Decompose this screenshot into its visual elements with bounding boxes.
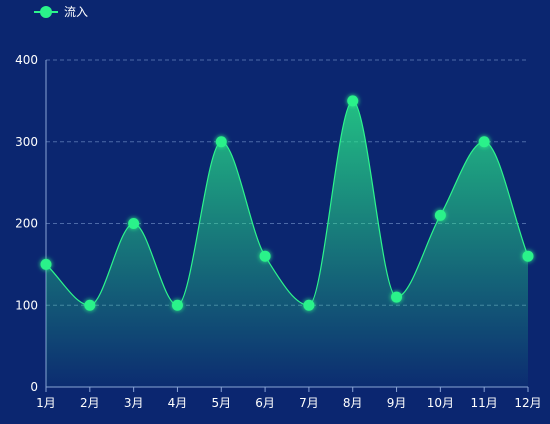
- data-point[interactable]: [259, 250, 271, 262]
- x-tick-label: 10月: [427, 396, 454, 410]
- data-point[interactable]: [40, 258, 52, 270]
- data-point[interactable]: [128, 218, 140, 229]
- x-tick-label: 9月: [387, 396, 407, 410]
- legend[interactable]: 流入: [34, 5, 88, 19]
- x-tick-label: 6月: [255, 396, 275, 410]
- x-tick-label: 11月: [471, 396, 498, 410]
- data-point[interactable]: [347, 95, 359, 107]
- x-tick-label: 2月: [80, 396, 100, 410]
- x-tick-label: 8月: [343, 396, 363, 410]
- x-tick-label: 12月: [514, 396, 541, 410]
- data-point[interactable]: [434, 209, 446, 221]
- x-tick-label: 5月: [211, 396, 231, 410]
- data-point[interactable]: [478, 136, 490, 148]
- y-tick-label: 400: [15, 53, 38, 67]
- legend-marker-swatch: [40, 6, 52, 18]
- data-point[interactable]: [391, 291, 403, 303]
- x-tick-label: 7月: [299, 396, 319, 410]
- series-area-fill: [46, 100, 528, 387]
- y-tick-label: 300: [15, 135, 38, 149]
- series-layer: [40, 95, 534, 387]
- data-point[interactable]: [303, 299, 315, 311]
- legend-label: 流入: [64, 5, 88, 19]
- x-tick-label: 1月: [36, 396, 56, 410]
- data-point[interactable]: [84, 299, 96, 311]
- data-point[interactable]: [171, 299, 183, 311]
- y-tick-label: 100: [15, 298, 38, 312]
- data-point[interactable]: [522, 250, 534, 262]
- x-tick-label: 3月: [124, 396, 144, 410]
- data-point[interactable]: [215, 136, 227, 148]
- y-tick-label: 200: [15, 217, 38, 231]
- x-tick-label: 4月: [168, 396, 188, 410]
- y-tick-label: 0: [30, 380, 38, 394]
